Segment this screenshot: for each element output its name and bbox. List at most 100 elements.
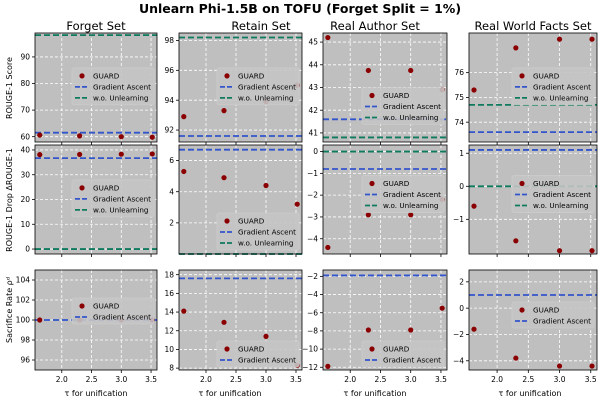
x-tick-label: 2.5 (230, 375, 242, 384)
legend: GUARD Gradient Ascent w.o. Unlearning (216, 212, 300, 251)
legend: GUARD Gradient Ascent w.o. Unlearning (511, 175, 595, 213)
guard-point (589, 248, 595, 254)
column-title-retain-set: Retain Set (231, 19, 291, 33)
x-tick-label: 3.0 (115, 375, 127, 384)
guard-point (118, 151, 124, 157)
y-tick-label: 40 (20, 146, 30, 155)
legend-label-wo: w.o. Unlearning (383, 113, 438, 122)
y-tick-label: 60 (20, 132, 30, 141)
guard-point (556, 363, 563, 369)
legend-label-guard: GUARD (238, 217, 265, 226)
x-tick-label: 3.5 (290, 375, 302, 384)
y-tick-label: 14 (164, 308, 174, 317)
legend-label-ga: Gradient Ascent (533, 82, 591, 91)
plot-frame (322, 269, 448, 371)
legend-label-guard: GUARD (238, 345, 265, 354)
x-tick-label: 2.0 (344, 375, 356, 384)
legend-box (361, 340, 445, 368)
guard-point (439, 305, 445, 311)
y-tick-label: 104 (16, 276, 31, 285)
legend-marker-guard (369, 346, 375, 352)
legend-marker-guard (519, 73, 525, 79)
plot-frame (178, 32, 303, 143)
legend-box (216, 212, 300, 251)
guard-point (263, 333, 269, 339)
y-tick-label: 8 (169, 364, 174, 373)
y-tick-label: −4 (307, 290, 318, 299)
legend-label-guard: GUARD (383, 345, 410, 354)
y-tick-label: 0 (459, 182, 464, 191)
y-tick-label: 100 (16, 316, 31, 325)
legend-marker-guard (369, 92, 375, 99)
legend-label-ga: Gradient Ascent (238, 356, 296, 365)
y-tick-label: 80 (20, 79, 30, 88)
legend-label-guard: GUARD (93, 71, 120, 80)
legend-label-ga: Gradient Ascent (383, 356, 441, 365)
guard-point (263, 182, 269, 189)
legend-marker-guard (369, 180, 375, 187)
row-ylabel-rouge-drop: ROUGE-1 Drop ΔROUGE-1 (5, 148, 14, 252)
y-tick-label: 1 (459, 149, 464, 158)
y-tick-label: 43 (308, 83, 318, 92)
y-tick-label: 0 (25, 245, 30, 254)
column-xlabel-forget: τ for unification (65, 389, 128, 398)
panel-rouge-score-real-author: 41 42 43 44 45 GUARD Gradient Ascent w.o. Unlea… (308, 32, 448, 145)
legend: GUARD Gradient Ascent w.o. Unlearning (361, 175, 445, 213)
plot-frame (468, 32, 598, 143)
y-tick-label: 0 (313, 147, 318, 156)
y-tick-label: −12 (302, 363, 318, 372)
y-tick-label: −8 (307, 327, 318, 336)
legend-label-wo: w.o. Unlearning (238, 239, 293, 248)
legend-label-guard: GUARD (93, 183, 120, 192)
y-tick-label: 4 (169, 187, 174, 196)
guard-point (471, 87, 477, 93)
legend-marker-guard (224, 346, 230, 352)
guard-point (221, 319, 227, 325)
y-tick-label: −2 (307, 272, 318, 281)
y-tick-label: −10 (302, 345, 318, 354)
guard-point (408, 67, 414, 74)
y-tick-label: −2 (307, 191, 318, 200)
guard-point (513, 45, 519, 51)
row-ylabel-sacrifice-rate: Sacrifice Rate ρᵈ (5, 277, 14, 343)
guard-point (294, 201, 300, 207)
y-tick-label: 10 (164, 345, 174, 354)
guard-point (181, 168, 187, 175)
legend: GUARD Gradient Ascent (511, 301, 595, 329)
panel-sacrifice-rate-real-author: 2.0 2.5 3.0 3.5 −12 −10 −8 −6 −4 −2 GUARD Gradient … (302, 269, 448, 384)
legend-label-ga: Gradient Ascent (533, 317, 591, 326)
legend-box (216, 340, 300, 368)
legend: GUARD Gradient Ascent (216, 340, 300, 368)
y-tick-label: 98 (164, 36, 174, 45)
x-tick-label: 2.0 (56, 375, 68, 384)
x-tick-label: 2.0 (200, 375, 212, 384)
legend-label-guard: GUARD (533, 179, 560, 188)
legend-marker-guard (224, 73, 230, 79)
legend-marker-guard (79, 185, 85, 191)
y-tick-label: −1 (453, 215, 464, 224)
x-tick-label: 3.0 (554, 375, 566, 384)
guard-point (325, 363, 331, 369)
x-tick-label: 3.5 (585, 375, 597, 384)
legend-box (511, 301, 595, 329)
guard-point (37, 132, 43, 138)
y-tick-label: −2 (453, 330, 464, 339)
legend-label-ga: Gradient Ascent (93, 194, 151, 203)
y-tick-label: 16 (164, 289, 174, 298)
y-tick-label: −1 (307, 169, 318, 178)
legend: GUARD Gradient Ascent w.o. Unlearning (216, 67, 300, 106)
guard-point (221, 108, 227, 114)
legend-label-wo: w.o. Unlearning (533, 201, 588, 210)
legend-label-guard: GUARD (93, 302, 120, 311)
legend-label-ga: Gradient Ascent (383, 190, 441, 199)
guard-point (408, 327, 414, 333)
plot-frame (468, 144, 598, 255)
legend-label-ga: Gradient Ascent (238, 82, 296, 91)
x-tick-label: 3.5 (145, 375, 157, 384)
legend-box (511, 67, 595, 106)
legend-label-guard: GUARD (533, 71, 560, 80)
panel-sacrifice-rate-retain: 2.0 2.5 3.0 3.5 8 10 12 14 16 18 GUARD Gradient Asc… (164, 269, 303, 384)
x-tick-label: 2.5 (522, 375, 534, 384)
x-tick-label: 2.0 (491, 375, 503, 384)
y-tick-label: 90 (20, 53, 30, 62)
